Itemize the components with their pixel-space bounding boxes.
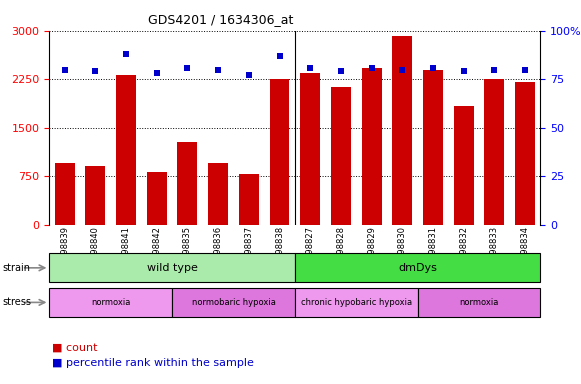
Bar (361, 68, 382, 225)
Bar (172, 288, 295, 317)
Bar (485, 79, 504, 225)
Bar (454, 106, 474, 225)
Point (121, 51, 131, 57)
Text: dmDys: dmDys (398, 263, 437, 273)
Point (152, 70, 162, 76)
Bar (116, 74, 136, 225)
Point (244, 72, 253, 78)
Point (91, 68, 100, 74)
Text: normobaric hypoxia: normobaric hypoxia (192, 298, 275, 307)
Bar (392, 36, 413, 225)
Bar (270, 79, 289, 225)
Text: stress: stress (3, 297, 32, 308)
Bar (208, 163, 228, 225)
Point (490, 66, 499, 73)
Bar (423, 70, 443, 225)
Bar (239, 174, 259, 225)
Point (367, 65, 376, 71)
Point (428, 65, 437, 71)
Text: ■ percentile rank within the sample: ■ percentile rank within the sample (52, 358, 254, 368)
Text: wild type: wild type (146, 263, 198, 273)
Point (336, 68, 346, 74)
Bar (85, 167, 105, 225)
Text: strain: strain (3, 263, 31, 273)
Bar (295, 288, 418, 317)
Point (306, 65, 315, 71)
Text: normoxia: normoxia (91, 298, 131, 307)
Bar (331, 87, 351, 225)
Bar (49, 288, 172, 317)
Point (521, 66, 530, 73)
Bar (147, 172, 167, 225)
Point (60, 66, 69, 73)
Bar (177, 142, 198, 225)
Point (459, 68, 468, 74)
Point (397, 66, 407, 73)
Bar (295, 253, 540, 282)
Bar (515, 83, 535, 225)
Bar (418, 288, 540, 317)
Text: ■ count: ■ count (52, 343, 98, 353)
Point (213, 66, 223, 73)
Text: chronic hypobaric hypoxia: chronic hypobaric hypoxia (300, 298, 412, 307)
Point (183, 65, 192, 71)
Bar (55, 163, 75, 225)
Text: normoxia: normoxia (459, 298, 498, 307)
Text: GDS4201 / 1634306_at: GDS4201 / 1634306_at (148, 13, 293, 26)
Point (275, 53, 284, 59)
Bar (300, 73, 320, 225)
Bar (49, 253, 295, 282)
